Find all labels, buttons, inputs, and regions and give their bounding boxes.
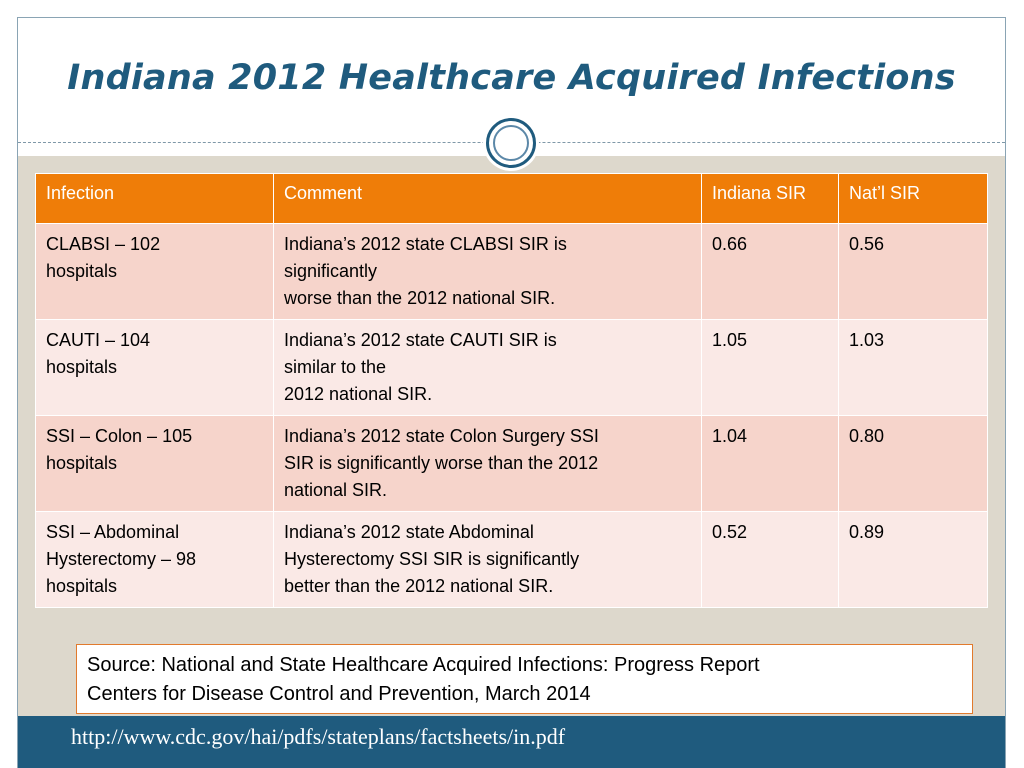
infection-line: CLABSI – 102 [46, 234, 161, 254]
infection-line: hospitals [46, 261, 118, 281]
ring-inner [493, 125, 529, 161]
natl-sir-cell: 0.80 [838, 415, 988, 512]
source-line: Source: National and State Healthcare Ac… [87, 654, 760, 676]
table-row: CAUTI – 104 hospitals Indiana’s 2012 sta… [35, 319, 988, 416]
comment-line: national SIR. [284, 480, 388, 500]
comment-line: Indiana’s 2012 state CLABSI SIR is [284, 234, 567, 254]
comment-line: Indiana’s 2012 state Colon Surgery SSI [284, 426, 599, 446]
infection-cell: CAUTI – 104 hospitals [35, 319, 274, 416]
infection-line: SSI – Colon – 105 [46, 426, 193, 446]
comment-cell: Indiana’s 2012 state Abdominal Hysterect… [273, 511, 702, 608]
comment-cell: Indiana’s 2012 state CLABSI SIR is signi… [273, 223, 702, 320]
header-indiana-sir-text: Indiana SIR [712, 183, 807, 203]
table-row: CLABSI – 102 hospitals Indiana’s 2012 st… [35, 223, 988, 320]
infection-cell: SSI – Colon – 105 hospitals [35, 415, 274, 512]
comment-line: worse than the 2012 national SIR. [284, 288, 556, 308]
natl-sir-cell: 0.89 [838, 511, 988, 608]
content-area: Infection Comment Indiana SIR Nat’l SIR … [18, 156, 1005, 716]
indiana-sir-cell: 1.05 [701, 319, 839, 416]
source-line: Centers for Disease Control and Preventi… [87, 683, 591, 705]
comment-line: significantly [284, 261, 378, 281]
infection-line: hospitals [46, 357, 118, 377]
infection-line: CAUTI – 104 [46, 330, 151, 350]
comment-line: Indiana’s 2012 state Abdominal [284, 522, 534, 542]
infection-line: hospitals [46, 453, 118, 473]
comment-line: Hysterectomy SSI SIR is significantly [284, 549, 580, 569]
infection-cell: SSI – Abdominal Hysterectomy – 98 hospit… [35, 511, 274, 608]
page-title: Indiana 2012 Healthcare Acquired Infecti… [67, 58, 956, 98]
header-natl-sir: Nat’l SIR [838, 173, 988, 224]
infection-line: SSI – Abdominal [46, 522, 180, 542]
table-header-row: Infection Comment Indiana SIR Nat’l SIR [35, 173, 988, 224]
infection-line: Hysterectomy – 98 [46, 549, 197, 569]
comment-cell: Indiana’s 2012 state Colon Surgery SSI S… [273, 415, 702, 512]
comment-line: SIR is significantly worse than the 2012 [284, 453, 599, 473]
header-indiana-sir: Indiana SIR [701, 173, 839, 224]
indiana-sir-cell: 1.04 [701, 415, 839, 512]
infection-line: hospitals [46, 576, 118, 596]
indiana-sir-cell: 0.66 [701, 223, 839, 320]
slide: Indiana 2012 Healthcare Acquired Infecti… [17, 17, 1006, 768]
natl-sir-cell: 0.56 [838, 223, 988, 320]
comment-line: 2012 national SIR. [284, 384, 433, 404]
comment-line: better than the 2012 national SIR. [284, 576, 554, 596]
header-infection: Infection [35, 173, 274, 224]
comment-line: Indiana’s 2012 state CAUTI SIR is [284, 330, 557, 350]
footer-bar: http://www.cdc.gov/hai/pdfs/stateplans/f… [18, 716, 1005, 768]
ring-outer [486, 118, 536, 168]
infection-cell: CLABSI – 102 hospitals [35, 223, 274, 320]
comment-cell: Indiana’s 2012 state CAUTI SIR is simila… [273, 319, 702, 416]
header-comment: Comment [273, 173, 702, 224]
source-box: Source: National and State Healthcare Ac… [76, 644, 973, 714]
table-row: SSI – Abdominal Hysterectomy – 98 hospit… [35, 511, 988, 608]
natl-sir-cell: 1.03 [838, 319, 988, 416]
table-row: SSI – Colon – 105 hospitals Indiana’s 20… [35, 415, 988, 512]
footer-url-link[interactable]: http://www.cdc.gov/hai/pdfs/stateplans/f… [71, 724, 566, 749]
comment-line: similar to the [284, 357, 387, 377]
indiana-sir-cell: 0.52 [701, 511, 839, 608]
title-ring-ornament [483, 115, 539, 171]
infections-table: Infection Comment Indiana SIR Nat’l SIR … [35, 173, 988, 608]
